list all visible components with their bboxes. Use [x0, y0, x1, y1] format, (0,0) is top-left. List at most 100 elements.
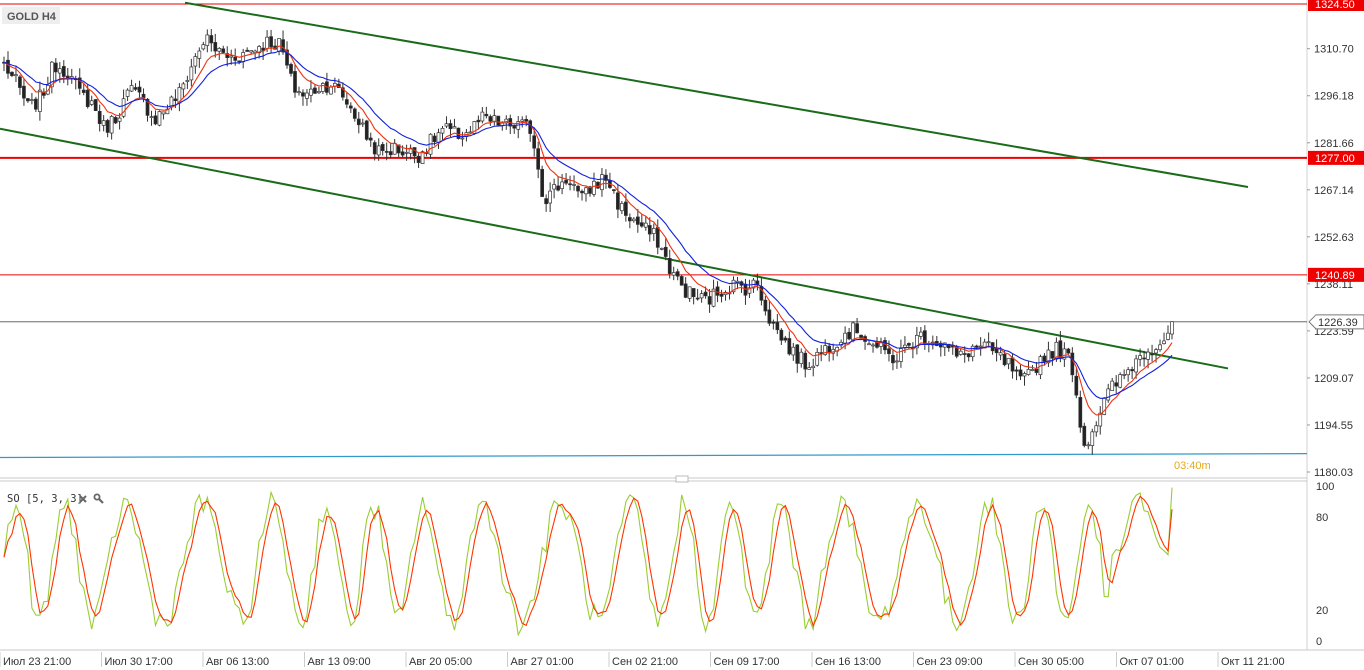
price-tick-label: 1194.55: [1314, 420, 1353, 432]
candle-body: [843, 332, 847, 344]
candle-body: [1066, 348, 1071, 354]
candle-body: [1146, 351, 1150, 360]
candle-body: [372, 142, 377, 155]
candle-body: [544, 198, 548, 205]
candle-body: [404, 151, 409, 154]
candle-body: [321, 83, 325, 92]
candle-body: [651, 228, 656, 234]
candle-body: [125, 89, 130, 97]
time-tick-label: Сен 09 17:00: [714, 656, 780, 668]
candle-body: [476, 119, 481, 123]
candle-body: [1074, 375, 1079, 396]
candle-body: [157, 111, 162, 126]
candle-body: [811, 365, 816, 369]
candle-body: [113, 117, 118, 124]
time-tick-label: Авг 20 05:00: [409, 656, 472, 668]
candle-body: [791, 346, 796, 356]
candle-body: [962, 353, 967, 355]
candle-body: [34, 98, 38, 110]
candle-body: [779, 329, 784, 341]
candle-body: [799, 351, 804, 364]
level-label: 1277.00: [1315, 153, 1355, 165]
candle-body: [1098, 412, 1103, 427]
current-price-label: 1226.39: [1318, 317, 1358, 329]
candle-body: [1078, 396, 1083, 428]
candle-body: [620, 203, 624, 212]
candle-body: [851, 322, 855, 342]
candle-body: [679, 276, 684, 286]
level-label: 1324.50: [1315, 0, 1355, 11]
candle-body: [141, 93, 146, 99]
candle-body: [205, 34, 210, 46]
close-icon[interactable]: [79, 495, 87, 503]
candle-body: [1170, 321, 1174, 335]
candle-body: [305, 92, 309, 99]
candle-body: [18, 76, 22, 88]
candle-body: [520, 119, 525, 122]
candle-body: [221, 48, 226, 53]
candle-body: [683, 283, 688, 298]
candle-body: [432, 135, 437, 143]
candle-body: [592, 180, 596, 195]
candle-body: [819, 352, 824, 354]
candle-body: [970, 345, 975, 358]
candle-body: [783, 337, 788, 341]
candle-body: [1090, 431, 1095, 446]
candle-body: [61, 66, 66, 77]
price-tick-label: 1238.11: [1314, 279, 1353, 291]
channel-lower-line: [0, 127, 1229, 370]
candle-body: [460, 137, 465, 140]
candle-body: [85, 89, 90, 107]
candle-body: [129, 85, 134, 92]
candle-body: [277, 38, 281, 52]
candle-body: [440, 127, 445, 134]
candle-body: [695, 297, 700, 300]
candle-body: [329, 86, 333, 95]
candle-body: [149, 116, 154, 118]
candle-body: [703, 291, 708, 297]
candle-body: [161, 111, 166, 115]
candle-body: [1118, 374, 1123, 388]
candle-body: [1014, 369, 1019, 372]
candle-body: [201, 44, 206, 50]
candle-body: [536, 148, 541, 170]
candle-body: [899, 348, 903, 362]
candle-body: [1042, 355, 1047, 362]
candle-body: [631, 218, 636, 222]
candle-body: [197, 50, 202, 59]
candle-body: [313, 87, 317, 94]
candle-body: [309, 88, 313, 96]
candle-body: [1094, 425, 1099, 433]
price-tick-label: 1281.66: [1314, 138, 1354, 150]
candle-body: [671, 272, 676, 276]
candle-body: [1138, 355, 1142, 360]
candle-body: [10, 71, 14, 76]
candle-body: [209, 35, 214, 44]
candle-body: [173, 98, 178, 102]
symbol-label: GOLD H4: [7, 11, 57, 23]
level-price-labels: 1324.50 1277.00 1240.89: [1308, 0, 1364, 282]
candle-body: [213, 42, 218, 52]
candle-body: [691, 288, 696, 298]
candle-body: [1150, 353, 1154, 356]
candle-body: [245, 49, 250, 52]
wrench-icon[interactable]: [93, 493, 104, 504]
time-tick-label: Июл 30 17:00: [105, 656, 173, 668]
candle-body: [492, 115, 497, 123]
candle-body: [552, 184, 556, 190]
candle-body: [1050, 351, 1055, 359]
candle-body: [807, 367, 812, 370]
level-label: 1240.89: [1315, 270, 1355, 282]
candle-body: [145, 98, 150, 116]
time-tick-label: Авг 27 01:00: [511, 656, 574, 668]
candle-body: [966, 353, 971, 358]
candle-body: [484, 113, 489, 117]
support-line: [0, 453, 1308, 459]
candle-body: [891, 355, 895, 364]
time-tick-label: Авг 06 13:00: [206, 656, 269, 668]
pane-resize-handle[interactable]: [675, 475, 689, 483]
candle-body: [958, 350, 963, 355]
candle-body: [584, 187, 588, 195]
